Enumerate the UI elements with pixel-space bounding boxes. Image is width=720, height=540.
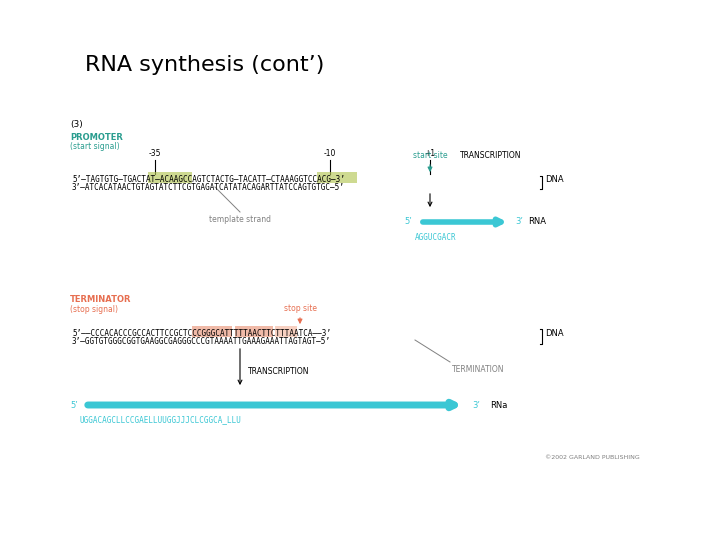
Text: RNA: RNA [528,218,546,226]
FancyBboxPatch shape [235,326,273,337]
Text: 3’: 3’ [472,401,480,409]
Text: 3’─GGTGTGGGCGGTGAAGGCGAGGGCCCGTAAAATTGAAAGAAATTAGTAGT—5’: 3’─GGTGTGGGCGGTGAAGGCGAGGGCCCGTAAAATTGAA… [72,338,331,347]
Text: 3’─ATCACATAACTGTAGTATCTTCGTGAGATCATATACAGARTTATCCAGTGTGC—5’: 3’─ATCACATAACTGTAGTATCTTCGTGAGATCATATACA… [72,184,345,192]
Text: -10: -10 [324,149,336,158]
Text: -35: -35 [149,149,161,158]
Text: AGGUCGACR: AGGUCGACR [415,233,456,242]
Text: RNA synthesis (cont’): RNA synthesis (cont’) [85,55,325,75]
Text: (stop signal): (stop signal) [70,305,118,314]
Text: 5’: 5’ [404,218,412,226]
Text: +1: +1 [424,149,436,158]
Text: 5’──CCCACACCCGCCACTTCCGCTCCCGGGCATTTTTAACTTCTTTAATCA─—3’: 5’──CCCACACCCGCCACTTCCGCTCCCGGGCATTTTTAA… [72,328,331,338]
Text: (3): (3) [70,120,83,129]
Text: ©2002 GARLAND PUBLISHING: ©2002 GARLAND PUBLISHING [545,455,640,460]
FancyBboxPatch shape [317,172,357,183]
FancyBboxPatch shape [148,172,192,183]
Text: (start signal): (start signal) [70,142,120,151]
Text: TRANSCRIPTION: TRANSCRIPTION [248,368,310,376]
Text: DNA: DNA [545,328,564,338]
Text: PROMOTER: PROMOTER [70,133,123,142]
Text: start site: start site [413,151,447,160]
Text: 3’: 3’ [515,218,523,226]
Text: 5’: 5’ [71,401,78,409]
FancyBboxPatch shape [192,326,232,337]
Text: RNa: RNa [490,401,508,409]
Text: UGGACAGCLLCCGAELLUUGGJJJCLCGGCA_LLU: UGGACAGCLLCCGAELLUUGGJJJCLCGGCA_LLU [80,415,242,424]
Text: 5’─TAGTGTG─TGACTAT─ACAAGCCAGTCTACTG─TACATT─CTAAAGGTCCACG—3’: 5’─TAGTGTG─TGACTAT─ACAAGCCAGTCTACTG─TACA… [72,174,345,184]
Text: TERMINATOR: TERMINATOR [70,295,132,304]
Text: template strand: template strand [209,215,271,224]
FancyBboxPatch shape [275,326,297,337]
Text: stop site: stop site [284,304,317,313]
Text: TERMINATION: TERMINATION [452,365,505,374]
Text: TRANSCRIPTION: TRANSCRIPTION [460,151,521,160]
Text: DNA: DNA [545,174,564,184]
